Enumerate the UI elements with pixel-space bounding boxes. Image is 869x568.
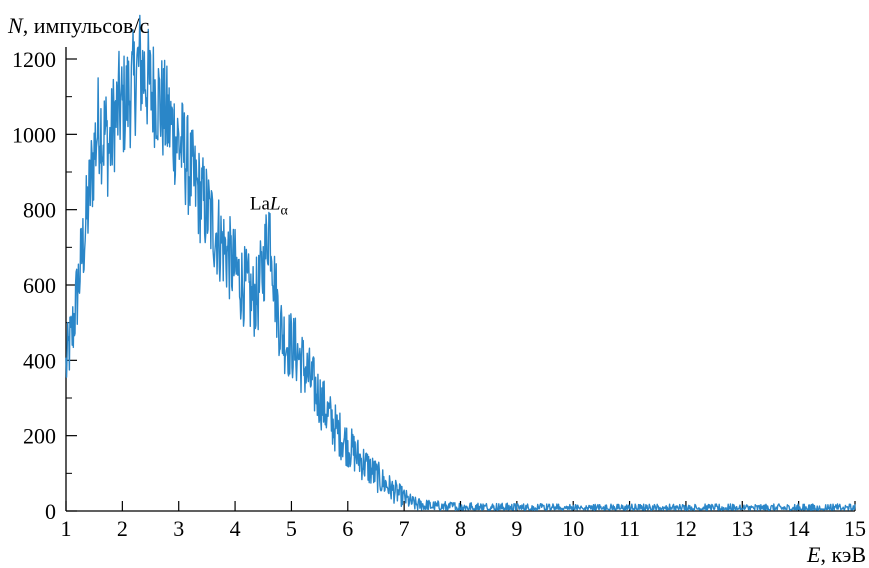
y-tick-label: 1200 <box>12 47 56 72</box>
y-tick-label: 0 <box>45 499 56 524</box>
x-tick-label: 8 <box>455 516 466 541</box>
spectrum-line <box>65 14 856 511</box>
x-tick-label: 15 <box>844 516 866 541</box>
y-axis-title: N, импульсов/с <box>7 13 149 38</box>
x-tick-label: 1 <box>61 516 72 541</box>
peak-annotation-subscript: α <box>281 203 289 218</box>
y-axis-unit: , импульсов/с <box>23 13 150 38</box>
x-axis-title: E, кэВ <box>806 542 866 567</box>
y-tick-label: 200 <box>23 424 56 449</box>
y-tick-label: 600 <box>23 273 56 298</box>
x-tick-label: 7 <box>399 516 410 541</box>
y-axis-symbol: N <box>7 13 24 38</box>
x-tick-label: 9 <box>511 516 522 541</box>
peak-annotation-italic: L <box>269 193 281 214</box>
x-tick-label: 14 <box>788 516 810 541</box>
peak-annotation: LaLα <box>250 193 289 218</box>
y-tick-label: 400 <box>23 348 56 373</box>
x-tick-label: 3 <box>173 516 184 541</box>
x-tick-label: 6 <box>342 516 353 541</box>
x-tick-label: 4 <box>230 516 241 541</box>
x-tick-label: 5 <box>286 516 297 541</box>
x-tick-label: 2 <box>117 516 128 541</box>
x-tick-label: 11 <box>619 516 640 541</box>
x-axis-symbol: E <box>806 542 821 567</box>
x-axis-unit: , кэВ <box>820 542 866 567</box>
x-tick-label: 12 <box>675 516 697 541</box>
peak-annotation-main: La <box>250 193 271 214</box>
y-tick-label: 800 <box>23 198 56 223</box>
x-tick-label: 13 <box>731 516 753 541</box>
ticks: 1 2 3 4 5 6 7 8 9 10 11 12 13 14 150200400600800100012… <box>12 47 866 541</box>
x-tick-label: 10 <box>562 516 584 541</box>
plot-area <box>65 14 856 511</box>
y-tick-label: 1000 <box>12 122 56 147</box>
